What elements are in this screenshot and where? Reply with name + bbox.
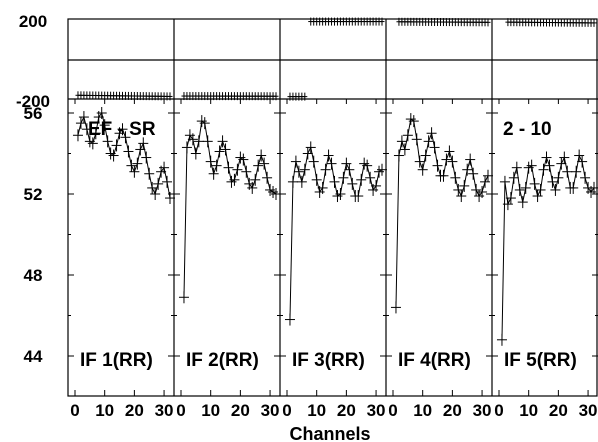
phase-strip [75, 17, 597, 101]
x-tick-label: 10 [413, 401, 432, 420]
chart-annotation: 2 - 10 [503, 119, 552, 140]
x-tick-label: 20 [231, 401, 250, 420]
phase-tick-label: -200 [16, 92, 50, 111]
x-tick-label: 30 [367, 401, 386, 420]
x-tick-label: 30 [579, 401, 598, 420]
x-tick-label: 0 [176, 401, 185, 420]
x-tick-label: 20 [337, 401, 356, 420]
x-tick-label: 10 [201, 401, 220, 420]
amplitude-series-line [183, 120, 277, 298]
x-tick-label: 20 [443, 401, 462, 420]
x-tick-label: 0 [388, 401, 397, 420]
amplitude-series-line [289, 145, 383, 320]
x-tick-label: 10 [95, 401, 114, 420]
amplitude-series-line [395, 118, 489, 308]
x-tick-label: 30 [155, 401, 174, 420]
x-tick-label: 0 [494, 401, 503, 420]
amplitude-plot: IF 1(RR) IF 2(RR) IF 3(RR) IF 4(RR) IF 5(RR) [72, 107, 598, 371]
x-tick-label: 10 [307, 401, 326, 420]
x-tick-label: 0 [70, 401, 79, 420]
panel-label: IF 5(RR) [504, 350, 577, 371]
y-tick-label: 48 [24, 266, 43, 285]
x-tick-label: 30 [261, 401, 280, 420]
panel-label: IF 2(RR) [186, 350, 259, 371]
y-tick-label: 56 [24, 104, 43, 123]
x-tick-label: 30 [473, 401, 492, 420]
x-tick-label: 20 [125, 401, 144, 420]
x-axis-label: Channels [289, 424, 370, 442]
chart-title: EF - SR [88, 119, 156, 140]
x-tick-label: 10 [519, 401, 538, 420]
panel-label: IF 3(RR) [292, 350, 365, 371]
amplitude-series-line [501, 153, 595, 340]
panel-label: IF 1(RR) [80, 350, 153, 371]
plot-frame [67, 18, 598, 397]
phase-tick-label: 200 [19, 12, 47, 31]
panel-label: IF 4(RR) [398, 350, 471, 371]
x-tick-label: 0 [282, 401, 291, 420]
x-tick-label: 20 [549, 401, 568, 420]
y-tick-label: 52 [24, 185, 43, 204]
panel-frames [67, 18, 598, 397]
axes: 0 10 20 30 0 10 20 30 0 10 20 30 0 10 20 30 0 10 20 3056524… [16, 12, 598, 420]
y-tick-label: 44 [24, 347, 43, 366]
